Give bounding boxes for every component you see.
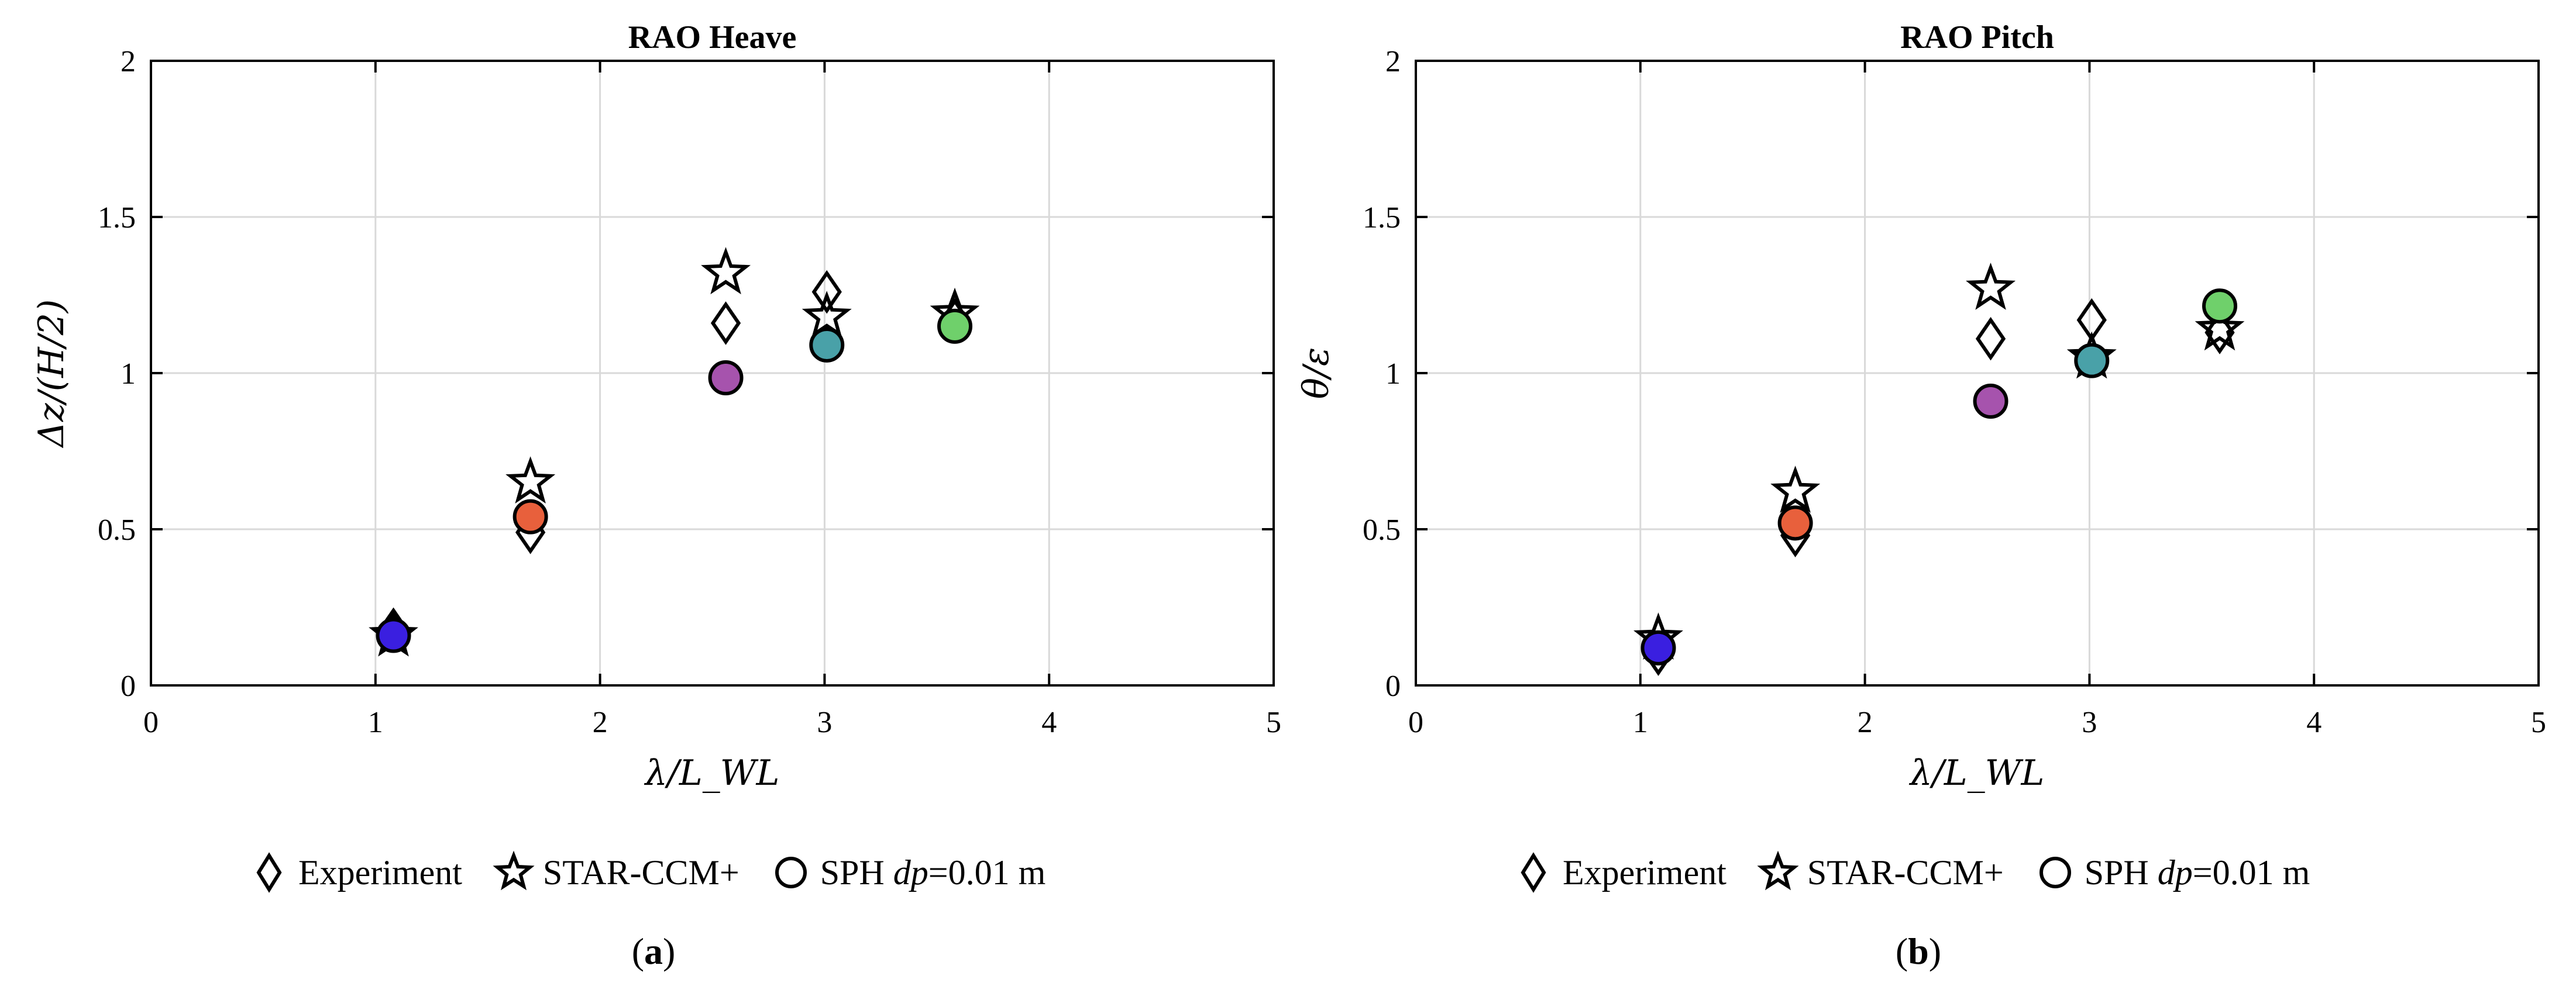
legend-pitch: Experiment STAR-CCM+ SPH dp=0.01 m [1515, 837, 2310, 908]
sph-point [376, 618, 411, 653]
y-tick-label: 2 [1385, 45, 1401, 78]
caption-a: (a) [631, 930, 676, 972]
sph-point [809, 327, 845, 363]
x-tick-label: 0 [143, 706, 159, 739]
experiment-point [1975, 316, 2006, 361]
sph-point [1640, 630, 1676, 666]
x-tick-label: 2 [593, 706, 608, 739]
legend-heave: Experiment STAR-CCM+ SPH dp=0.01 m [250, 837, 1045, 908]
chart-title: RAO Heave [628, 19, 797, 56]
legend-label-experiment: Experiment [1563, 853, 1726, 892]
legend-item-sph: SPH dp=0.01 m [772, 853, 1046, 893]
axes-frame [1415, 60, 2540, 687]
experiment-point [2204, 311, 2235, 354]
sph-point [513, 499, 548, 535]
star-ccm-point [1966, 263, 2016, 310]
diamond-marker-icon [250, 852, 288, 893]
sph-point [1973, 384, 2008, 419]
panel-heave: 0 1 2 3 4 5 0 0.5 1 1.5 2 RAO Heave λ/L_WL Δz/(H/2) E… [0, 0, 1281, 993]
sph-point [2074, 343, 2110, 378]
sph-point [937, 308, 973, 344]
caption-b: (b) [1895, 930, 1942, 972]
y-tick-label: 0.5 [98, 513, 136, 547]
x-tick-label: 0 [1408, 706, 1423, 739]
x-tick-label: 1 [368, 706, 383, 739]
chart-title: RAO Pitch [1900, 19, 2054, 56]
panel-pitch: 0 1 2 3 4 5 0 0.5 1 1.5 2 RAO Pitch λ/L_WL θ/ε Experi… [1265, 0, 2546, 993]
y-tick-label: 0 [1385, 670, 1401, 703]
experiment-point [811, 270, 842, 314]
star-marker-icon [1757, 850, 1799, 891]
x-axis-label: λ/L_WL [644, 753, 780, 794]
y-tick-label: 2 [121, 45, 136, 78]
legend-label-star-ccm: STAR-CCM+ [542, 853, 740, 892]
x-tick-label: 4 [2306, 706, 2322, 739]
star-marker-icon [493, 850, 535, 891]
chart-pitch: 0 1 2 3 4 5 0 0.5 1 1.5 2 RAO Pitch λ/L_WL θ/ε [1296, 19, 2546, 794]
legend-label-star-ccm: STAR-CCM+ [1807, 853, 2004, 892]
y-tick-label: 1.5 [98, 201, 136, 235]
x-tick-label: 1 [1633, 706, 1648, 739]
legend-label-sph: SPH dp=0.01 m [2084, 853, 2310, 892]
y-tick-label: 0.5 [1363, 513, 1401, 547]
x-tick-label: 5 [1266, 706, 1281, 739]
y-axis-label: θ/ε [1296, 347, 1337, 399]
diamond-marker-icon [1515, 852, 1552, 893]
x-tick-label: 5 [2531, 706, 2546, 739]
y-tick-label: 1.5 [1363, 201, 1401, 235]
axes-frame [150, 60, 1275, 687]
circle-marker-icon [772, 854, 810, 891]
experiment-point [710, 301, 741, 345]
legend-item-sph: SPH dp=0.01 m [2037, 853, 2310, 893]
y-tick-label: 0 [121, 670, 136, 703]
y-tick-label: 1 [121, 357, 136, 391]
x-tick-label: 2 [1858, 706, 1873, 739]
star-ccm-point [505, 456, 556, 504]
star-ccm-point [701, 247, 751, 295]
legend-item-experiment: Experiment [250, 852, 462, 893]
sph-point [1777, 505, 1813, 541]
legend-item-experiment: Experiment [1515, 852, 1726, 893]
circle-marker-icon [2037, 854, 2074, 891]
x-tick-label: 4 [1041, 706, 1057, 739]
sph-point [2202, 288, 2238, 324]
x-tick-label: 3 [2082, 706, 2097, 739]
star-ccm-point [1770, 466, 1821, 513]
sph-point [708, 360, 744, 396]
y-tick-label: 1 [1385, 357, 1401, 391]
star-ccm-point [2195, 303, 2245, 351]
chart-heave: 0 1 2 3 4 5 0 0.5 1 1.5 2 RAO Heave λ/L_WL Δz/(H/2) [31, 19, 1281, 794]
star-ccm-point [802, 291, 852, 339]
legend-label-experiment: Experiment [298, 853, 462, 892]
x-tick-label: 3 [817, 706, 832, 739]
legend-item-star-ccm: STAR-CCM+ [1757, 850, 2004, 893]
legend-item-star-ccm: STAR-CCM+ [493, 850, 740, 893]
y-axis-label: Δz/(H/2) [31, 299, 72, 449]
legend-label-sph: SPH dp=0.01 m [820, 853, 1046, 892]
x-axis-label: λ/L_WL [1909, 753, 2045, 794]
